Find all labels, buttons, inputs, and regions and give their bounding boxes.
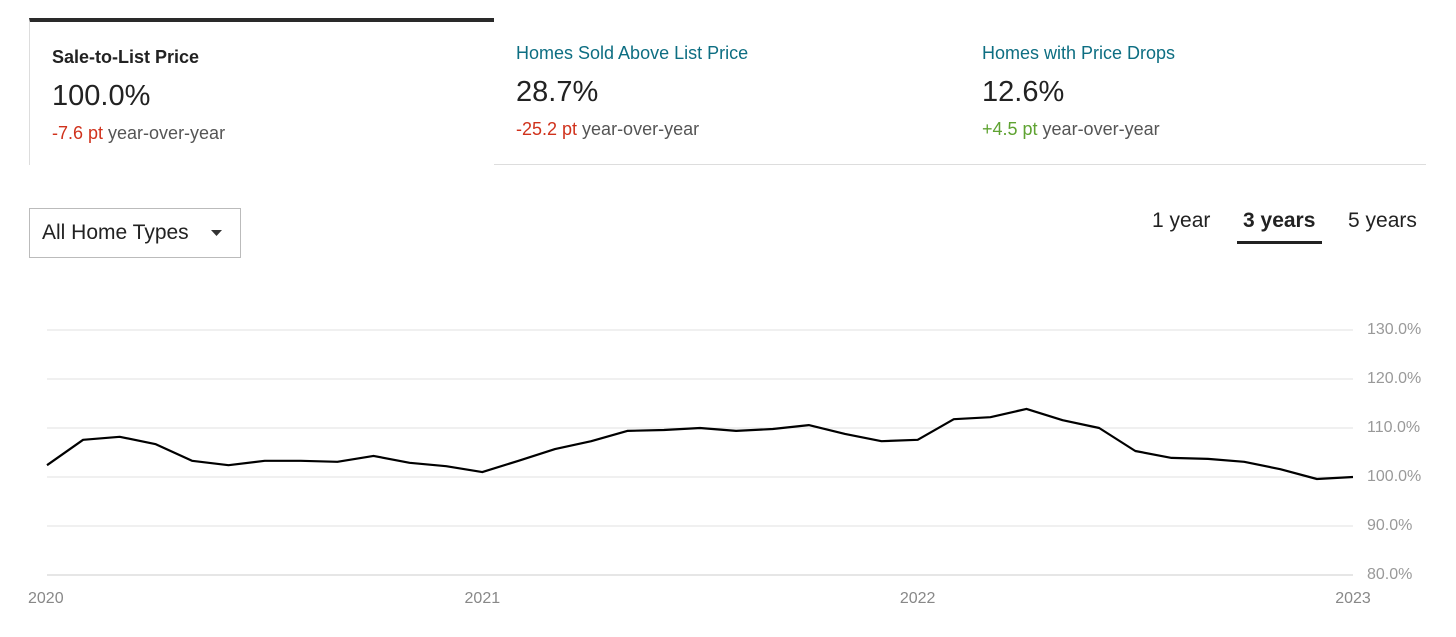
y-tick-label: 90.0%: [1367, 517, 1412, 534]
range-button[interactable]: 1 year: [1152, 209, 1211, 232]
tab-suffix: year-over-year: [582, 119, 700, 139]
tab-value: 12.6%: [982, 76, 1065, 108]
range-button[interactable]: 5 years: [1348, 209, 1417, 232]
metric-tab[interactable]: Sale-to-List Price 100.0% -7.6 pt year-over…: [29, 18, 494, 165]
data-line: [46, 407, 1354, 481]
tab-change: -25.2 pt: [516, 119, 578, 139]
dropdown[interactable]: All Home Types: [29, 208, 241, 258]
y-tick-label: 130.0%: [1367, 321, 1421, 338]
y-tick-label: 100.0%: [1367, 468, 1421, 485]
tab-value: 28.7%: [516, 76, 599, 108]
tab-change: -7.6 pt: [52, 123, 104, 143]
dropdown-caret: [211, 230, 222, 236]
range-underline: [1237, 241, 1322, 244]
tab-title: Homes Sold Above List Price: [516, 43, 749, 63]
x-tick-label: 2022: [900, 590, 936, 607]
metric-tab[interactable]: Homes Sold Above List Price 28.7% -25.2 pt…: [494, 18, 960, 165]
y-tick-label: 110.0%: [1367, 419, 1420, 436]
x-tick-label: 2021: [465, 590, 501, 607]
range-button[interactable]: 3 years: [1243, 209, 1316, 232]
x-tick-label: 2023: [1335, 590, 1371, 607]
metric-tab[interactable]: Homes with Price Drops 12.6% +4.5 pt year-o…: [960, 18, 1426, 165]
tab-change-row: +4.5 pt year-over-year: [982, 119, 1160, 140]
tab-suffix: year-over-year: [108, 123, 226, 143]
tab-change-row: -7.6 pt year-over-year: [52, 123, 225, 144]
y-tick-label: 120.0%: [1367, 370, 1421, 387]
tab-change-row: -25.2 pt year-over-year: [516, 119, 699, 140]
tab-title: Sale-to-List Price: [52, 47, 200, 67]
dropdown-label: All Home Types: [42, 221, 189, 244]
tab-title: Homes with Price Drops: [982, 43, 1176, 63]
tab-value: 100.0%: [52, 80, 151, 112]
y-tick-label: 80.0%: [1367, 566, 1412, 583]
x-tick-label: 2020: [28, 590, 64, 607]
tab-change: +4.5 pt: [982, 119, 1038, 139]
tab-suffix: year-over-year: [1042, 119, 1160, 139]
